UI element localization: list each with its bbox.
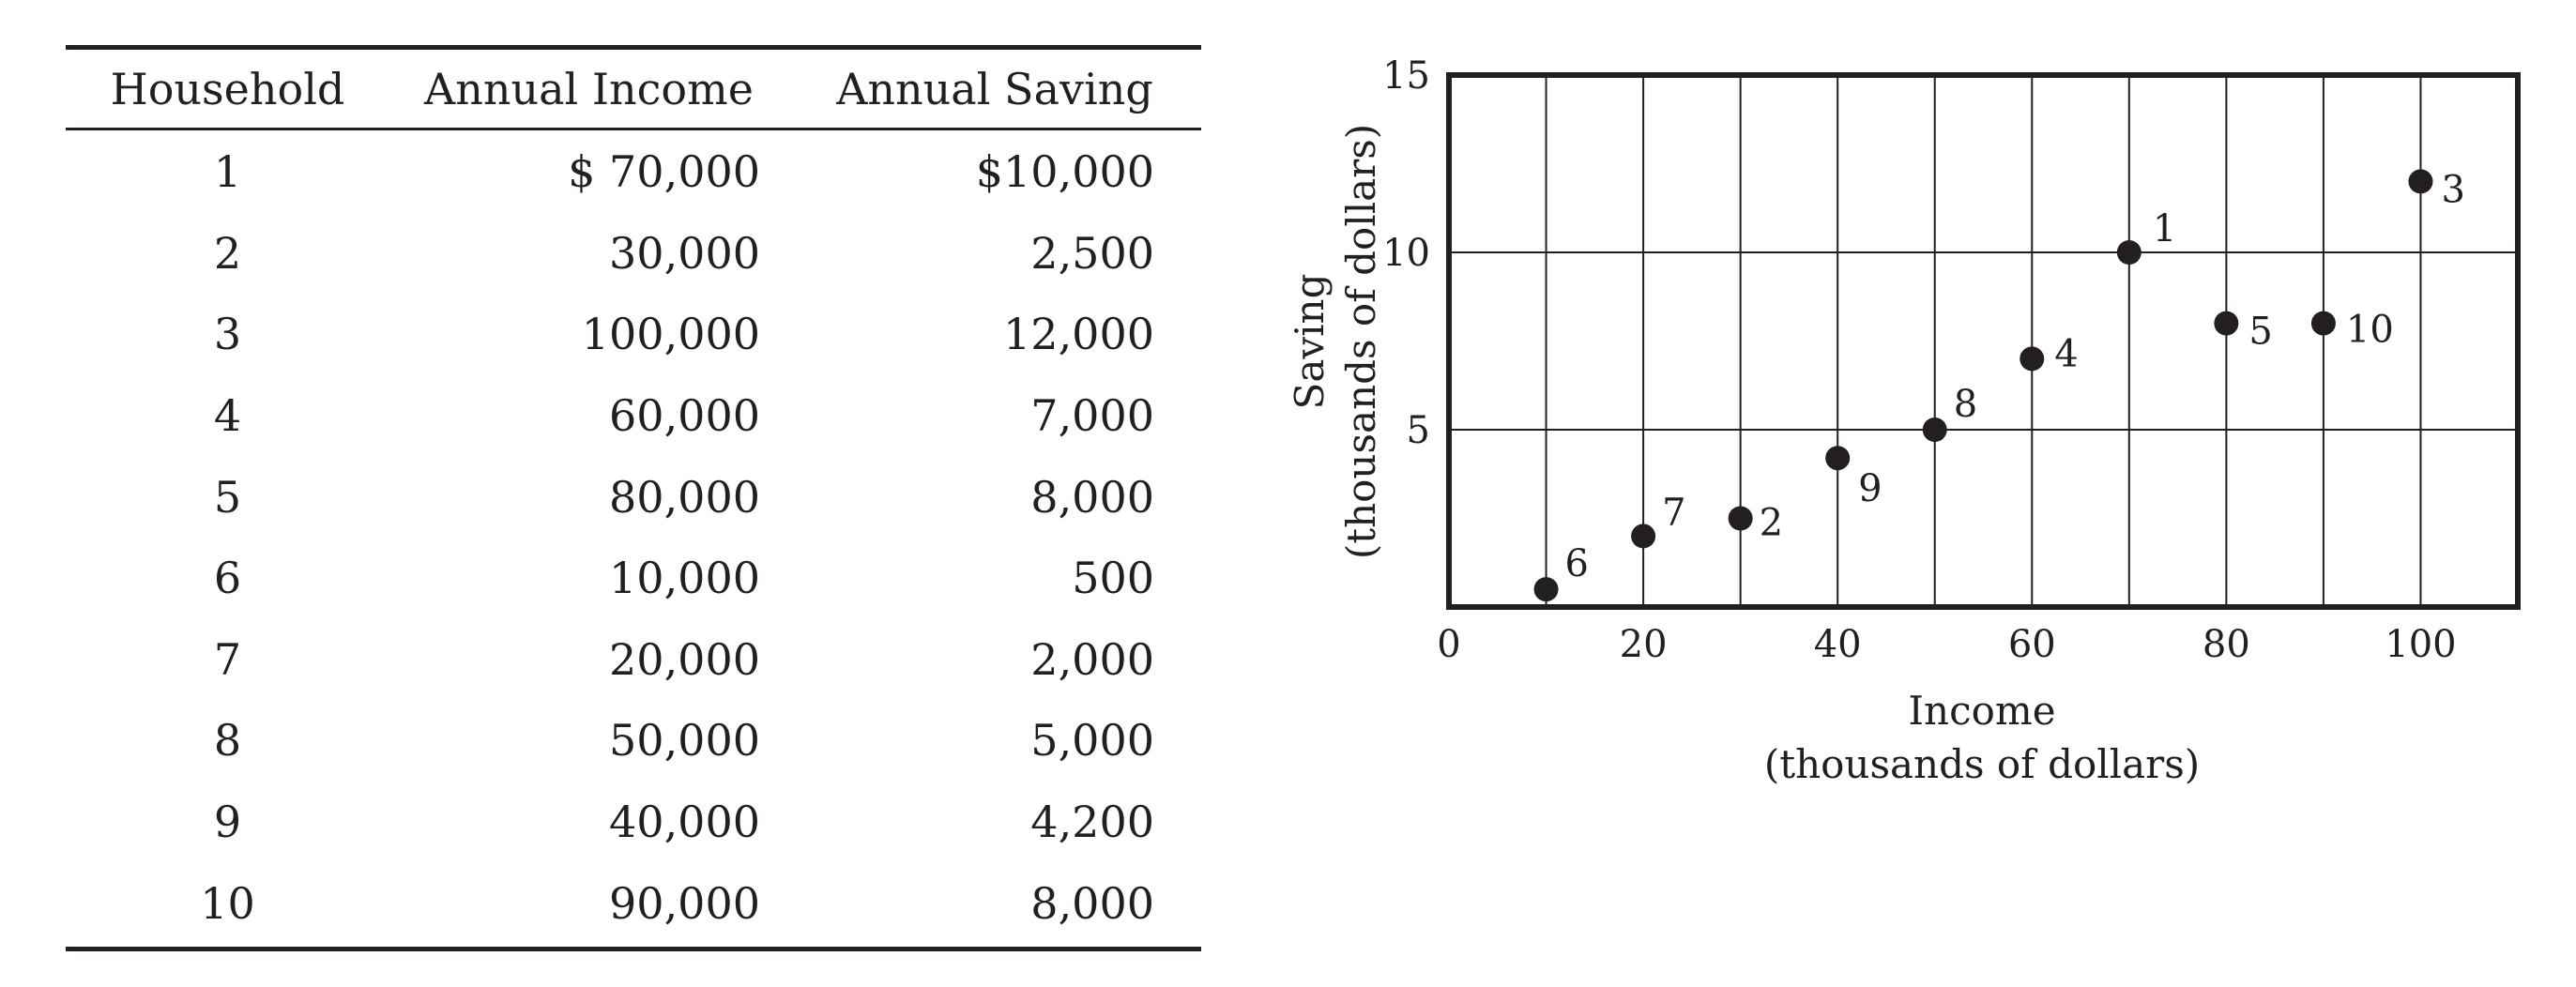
cell-annual-saving: 8,000 — [1030, 471, 1154, 523]
x-tick-label: 80 — [2203, 623, 2250, 666]
table-row: 8 50,000 5,000 — [66, 700, 1201, 782]
chart-points: 1 2 3 4 5 6 7 8 9 10 — [1533, 168, 2465, 602]
y-tick-label: 15 — [1382, 54, 1430, 98]
table-row: 7 20,000 2,000 — [66, 619, 1201, 701]
cell-annual-income: 30,000 — [609, 227, 760, 279]
data-point — [1533, 577, 1559, 602]
data-point-label: 10 — [2346, 309, 2394, 352]
x-axis-title: Income — [1908, 688, 2055, 734]
household-data-table: Household Annual Income Annual Saving 1 $… — [66, 45, 1201, 951]
data-point — [1922, 418, 1947, 442]
cell-household: 3 — [213, 309, 242, 360]
table-header-rule — [66, 128, 1201, 130]
data-point — [2214, 311, 2239, 336]
cell-annual-saving: $10,000 — [975, 146, 1154, 198]
table-body: 1 $ 70,000 $10,000 2 30,000 2,500 3 100,000 12,0… — [66, 130, 1201, 947]
data-point — [2408, 169, 2433, 194]
data-point-label: 4 — [2054, 332, 2078, 375]
table-row: 2 30,000 2,500 — [66, 213, 1201, 295]
cell-household: 10 — [200, 877, 255, 929]
data-point-label: 5 — [2248, 311, 2272, 354]
cell-annual-income: $ 70,000 — [568, 146, 760, 198]
cell-annual-income: 50,000 — [609, 715, 760, 767]
y-axis-subtitle: (thousands of dollars) — [1338, 124, 1384, 559]
x-tick-label: 100 — [2385, 623, 2456, 666]
cell-annual-saving: 500 — [1072, 553, 1154, 604]
x-tick-label: 0 — [1437, 623, 1460, 666]
x-tick-label: 40 — [1814, 623, 1862, 666]
cell-annual-income: 90,000 — [609, 877, 760, 929]
y-axis-label-group: Saving (thousands of dollars) — [1287, 124, 1384, 559]
x-tick-label: 60 — [2008, 623, 2056, 666]
cell-annual-income: 100,000 — [581, 309, 760, 360]
cell-annual-income: 40,000 — [609, 797, 760, 848]
y-tick-label: 5 — [1407, 409, 1430, 452]
data-point — [2116, 240, 2142, 265]
data-point-label: 7 — [1662, 491, 1685, 534]
data-point-label: 2 — [1760, 502, 1783, 545]
cell-household: 6 — [213, 553, 242, 604]
cell-annual-income: 20,000 — [609, 633, 760, 685]
cell-household: 8 — [213, 715, 242, 767]
x-tick-label: 20 — [1620, 623, 1668, 666]
cell-annual-saving: 8,000 — [1030, 877, 1154, 929]
cell-household: 5 — [213, 471, 242, 523]
y-axis-title: Saving — [1287, 274, 1333, 410]
table-header-row: Household Annual Income Annual Saving — [66, 50, 1201, 128]
cell-annual-income: 10,000 — [609, 553, 760, 604]
table-row: 1 $ 70,000 $10,000 — [66, 131, 1201, 213]
data-point-label: 9 — [1858, 467, 1882, 510]
table-top-rule — [66, 45, 1201, 50]
header-annual-income: Annual Income — [424, 63, 754, 114]
cell-household: 2 — [213, 227, 242, 279]
header-household: Household — [110, 63, 345, 114]
cell-annual-income: 80,000 — [609, 471, 760, 523]
data-point-label: 6 — [1565, 542, 1589, 585]
data-point — [2310, 311, 2336, 336]
plot-frame — [1446, 72, 2521, 610]
cell-annual-saving: 5,000 — [1030, 715, 1154, 767]
y-tick-label: 10 — [1382, 232, 1430, 275]
cell-annual-saving: 2,500 — [1030, 227, 1154, 279]
x-axis-subtitle: (thousands of dollars) — [1764, 741, 2200, 787]
table-row: 9 40,000 4,200 — [66, 782, 1201, 863]
table-row: 3 100,000 12,000 — [66, 294, 1201, 375]
data-point — [2020, 346, 2045, 372]
data-point-label: 1 — [2153, 207, 2176, 251]
table-row: 6 10,000 500 — [66, 538, 1201, 619]
cell-household: 1 — [213, 146, 242, 198]
table-row: 4 60,000 7,000 — [66, 375, 1201, 457]
data-point — [1728, 506, 1753, 531]
cell-annual-saving: 2,000 — [1030, 633, 1154, 685]
cell-annual-saving: 12,000 — [1003, 309, 1154, 360]
table-row: 5 80,000 8,000 — [66, 456, 1201, 538]
cell-household: 7 — [213, 633, 242, 685]
table-row: 10 90,000 8,000 — [66, 862, 1201, 944]
data-point-label: 3 — [2441, 168, 2464, 211]
data-point — [1631, 524, 1656, 549]
table-bottom-rule — [66, 946, 1201, 951]
cell-household: 9 — [213, 797, 242, 848]
data-point-label: 8 — [1954, 383, 1977, 426]
header-annual-saving: Annual Saving — [836, 63, 1153, 114]
cell-annual-income: 60,000 — [609, 390, 760, 442]
cell-household: 4 — [213, 390, 242, 442]
cell-annual-saving: 4,200 — [1030, 797, 1154, 848]
cell-annual-saving: 7,000 — [1030, 390, 1154, 442]
data-point — [1825, 446, 1851, 471]
